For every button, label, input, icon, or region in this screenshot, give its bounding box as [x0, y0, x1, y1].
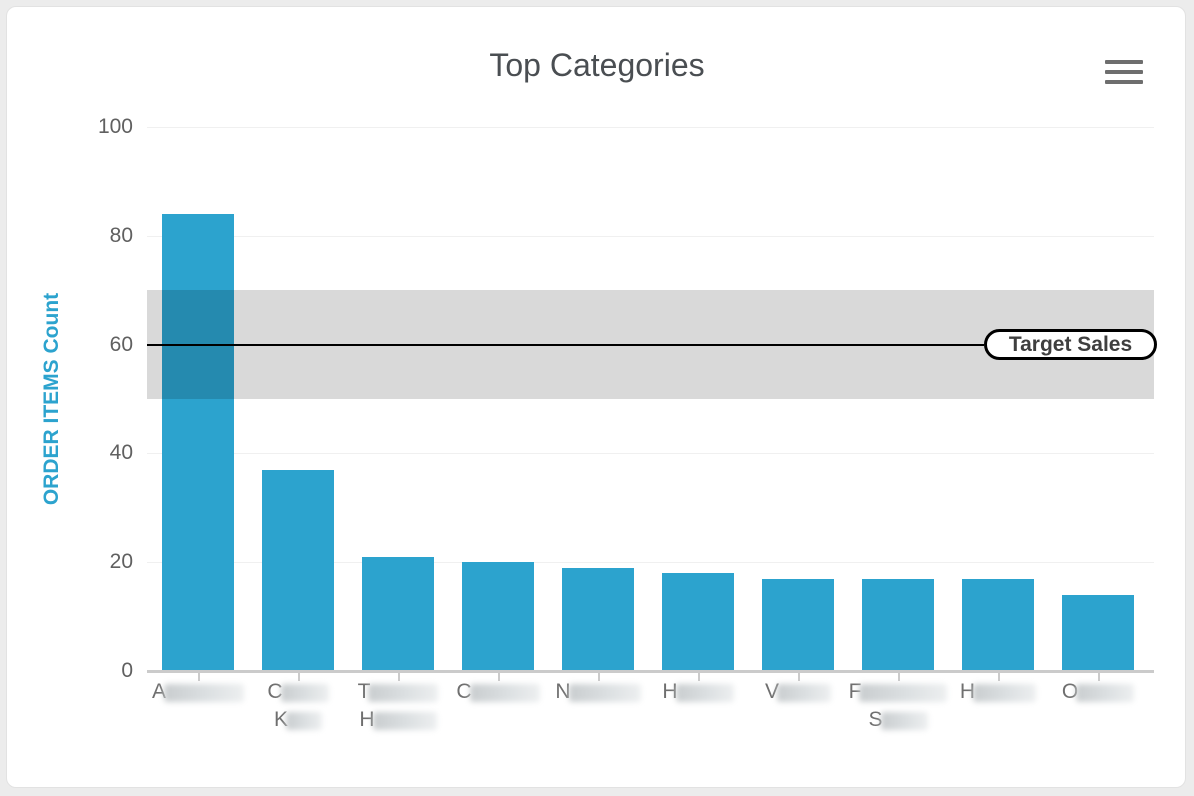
redacted-label-blur	[568, 684, 641, 702]
x-axis-tick	[198, 672, 200, 681]
redacted-label-blur	[469, 684, 540, 702]
bar-category-10[interactable]	[1062, 594, 1134, 671]
x-axis-tick	[598, 672, 600, 681]
x-axis-label: N	[488, 681, 708, 707]
redacted-label-blur	[675, 684, 734, 702]
x-axis-label: S	[788, 709, 1008, 735]
x-axis-label: C	[188, 681, 408, 707]
bar-category-7[interactable]	[762, 578, 834, 671]
redacted-label-blur	[280, 684, 329, 702]
x-axis-label: V	[688, 681, 908, 707]
x-axis-label-text: C	[267, 680, 283, 703]
x-axis-label: H	[588, 681, 808, 707]
y-gridline	[147, 235, 1154, 237]
redacted-label-blur	[777, 684, 831, 702]
x-axis-label-text: T	[357, 680, 371, 703]
y-axis-tick-label: 0	[121, 659, 133, 682]
x-axis-tick	[1098, 672, 1100, 681]
target-sales-label-text: Target Sales	[1008, 332, 1133, 356]
y-axis-tick-label: 20	[109, 550, 133, 574]
x-axis-label-text: H	[662, 680, 678, 703]
x-axis-tick	[498, 672, 500, 681]
x-axis-label: C	[388, 681, 608, 707]
target-sales-label: Target Sales	[984, 329, 1157, 360]
bar-category-3[interactable]	[362, 556, 434, 671]
x-axis-label: O	[988, 681, 1194, 707]
bar-category-4[interactable]	[462, 562, 534, 671]
x-axis-label: K	[188, 709, 408, 735]
bar-category-8[interactable]	[862, 578, 934, 671]
x-axis-line	[147, 670, 1154, 673]
x-axis-label-text: C	[456, 680, 472, 703]
y-axis-tick-label: 100	[97, 115, 133, 138]
y-gridline	[147, 127, 1154, 128]
x-axis-label-text: S	[868, 708, 883, 731]
redacted-label-blur	[164, 684, 244, 702]
x-axis-tick	[698, 672, 700, 681]
redacted-label-blur	[973, 684, 1037, 702]
x-axis-label-text: H	[359, 708, 375, 731]
y-axis-tick-label: 80	[109, 223, 133, 247]
y-axis-tick-label: 40	[109, 441, 133, 465]
x-axis-label-text: V	[764, 680, 779, 703]
x-axis-label-text: F	[848, 680, 862, 703]
chart-context-menu-button[interactable]	[1099, 53, 1149, 91]
x-axis-label-text: N	[555, 680, 571, 703]
x-axis-label: H	[288, 709, 508, 735]
x-axis-tick	[398, 672, 400, 681]
x-axis-label: T	[288, 681, 508, 707]
bar-category-2[interactable]	[262, 469, 334, 671]
redacted-label-blur	[1076, 684, 1135, 702]
bar-category-6[interactable]	[662, 573, 734, 671]
y-axis-tick-label: 60	[109, 332, 133, 356]
x-axis-label: F	[788, 681, 1008, 707]
redacted-label-blur	[286, 712, 322, 730]
redacted-label-blur	[372, 712, 437, 730]
x-axis-tick	[998, 672, 1000, 681]
x-axis-tick	[798, 672, 800, 681]
bar-category-1[interactable]	[162, 214, 234, 671]
bar-category-5[interactable]	[562, 567, 634, 671]
x-axis-label: H	[888, 681, 1108, 707]
x-axis-tick	[898, 672, 900, 681]
redacted-label-blur	[368, 684, 439, 702]
hamburger-menu-icon	[1105, 60, 1143, 84]
y-gridline	[147, 453, 1154, 455]
x-axis-label-text: K	[273, 708, 288, 731]
x-axis-tick	[298, 672, 300, 681]
redacted-label-blur	[859, 684, 948, 702]
y-gridline	[147, 562, 1154, 564]
chart-title: Top Categories	[489, 47, 705, 83]
redacted-label-blur	[880, 712, 928, 730]
bar-category-9[interactable]	[962, 578, 1034, 671]
x-axis-label-text: O	[1061, 680, 1079, 703]
x-axis-label-text: A	[151, 680, 166, 703]
target-line	[147, 343, 984, 347]
y-axis-title: ORDER ITEMS Count	[40, 292, 63, 506]
x-axis-label: A	[88, 681, 308, 707]
x-axis-label-text: H	[959, 680, 976, 703]
